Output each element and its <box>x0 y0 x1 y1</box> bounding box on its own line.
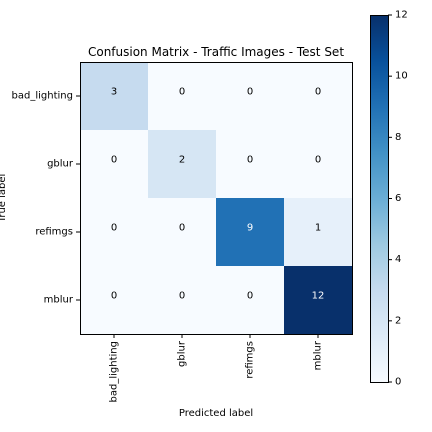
cell-value-label: 0 <box>179 291 185 302</box>
heatmap-cell <box>284 62 353 131</box>
heatmap-cell <box>80 198 149 267</box>
x-tick-label: mblur <box>313 340 324 370</box>
y-axis-label: True label <box>0 174 8 224</box>
cell-value-labels: 3 0 0 0 0 2 0 0 0 0 9 1 0 0 0 12 <box>111 87 325 302</box>
heatmap-cell <box>284 266 353 335</box>
cell-value-label: 0 <box>111 155 117 166</box>
cell-value-label: 0 <box>179 87 185 98</box>
cell-value-label: 0 <box>111 291 117 302</box>
cell-value-label: 0 <box>179 223 185 234</box>
colorbar-tick-label: 10 <box>395 71 408 82</box>
heatmap-cell <box>148 266 217 335</box>
heatmap-cell <box>148 130 217 199</box>
heatmap-cell <box>216 62 285 131</box>
cell-value-label: 9 <box>247 223 253 234</box>
heatmap-cell <box>284 198 353 267</box>
colorbar-tick-label: 0 <box>395 377 401 388</box>
x-tick-label: bad_lighting <box>109 341 120 402</box>
x-tick-label: gblur <box>177 340 188 367</box>
heatmap-cell <box>216 266 285 335</box>
heatmap-cell <box>80 62 149 131</box>
cell-value-label: 1 <box>315 223 321 234</box>
cell-value-label: 0 <box>247 291 253 302</box>
y-tick-label: mblur <box>44 295 74 306</box>
cell-value-label: 2 <box>179 155 185 166</box>
colorbar-tick-label: 6 <box>395 193 401 204</box>
heatmap-cell <box>284 130 353 199</box>
colorbar-tick-label: 12 <box>395 10 408 21</box>
colorbar-tick-label: 4 <box>395 254 401 265</box>
heatmap-cells <box>80 62 353 335</box>
colorbar-tick-label: 2 <box>395 315 401 326</box>
heatmap-cell <box>80 266 149 335</box>
chart-title: Confusion Matrix - Traffic Images - Test… <box>88 45 344 59</box>
cell-value-label: 12 <box>312 291 325 302</box>
y-tick-label: bad_lighting <box>12 91 73 102</box>
colorbar-tick-label: 8 <box>395 132 401 143</box>
heatmap-cell <box>216 198 285 267</box>
heatmap-cell <box>80 130 149 199</box>
y-tick-label: refimgs <box>35 227 73 238</box>
heatmap-cell <box>148 62 217 131</box>
cell-value-label: 0 <box>247 155 253 166</box>
colorbar <box>370 15 389 383</box>
cell-value-label: 3 <box>111 87 117 98</box>
cell-value-label: 0 <box>315 155 321 166</box>
heatmap-cell <box>148 198 217 267</box>
plot-frame <box>80 62 353 335</box>
y-tick-label: gblur <box>47 159 74 170</box>
cell-value-label: 0 <box>315 87 321 98</box>
x-axis-ticks: bad_lighting gblur refimgs mblur <box>109 334 324 402</box>
x-tick-label: refimgs <box>245 341 256 379</box>
x-axis-label: Predicted label <box>179 408 253 419</box>
cell-value-label: 0 <box>247 87 253 98</box>
cell-value-label: 0 <box>111 223 117 234</box>
heatmap-cell <box>216 130 285 199</box>
colorbar-ticks: 0 2 4 6 8 10 12 <box>388 10 408 388</box>
